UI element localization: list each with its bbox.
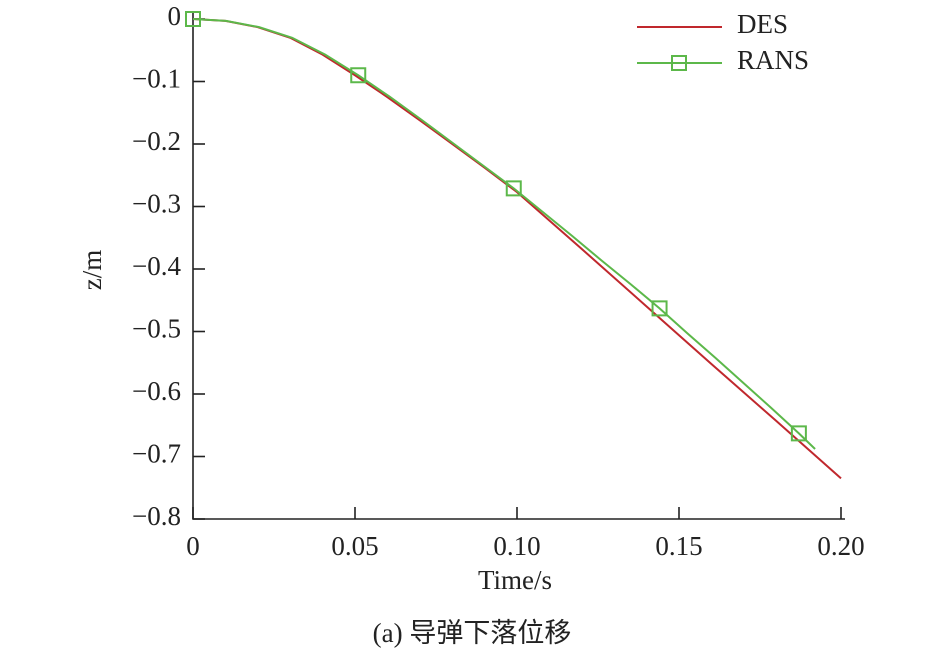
- data-marker: [350, 67, 367, 84]
- axis-spine: [192, 11, 845, 520]
- x-tick-label: 0.05: [331, 531, 378, 561]
- y-tick-label: −0.2: [132, 126, 181, 156]
- caption: (a) 导弹下落位移: [373, 618, 572, 648]
- data-marker: [651, 300, 668, 317]
- data-marker: [790, 425, 807, 442]
- y-tick-label: −0.6: [132, 376, 181, 406]
- data-line: [192, 18, 816, 450]
- y-tick-label: −0.3: [132, 189, 181, 219]
- y-tick-label: 0: [168, 1, 182, 31]
- x-tick-label: 0.15: [655, 531, 702, 561]
- y-axis-label: z/m: [77, 250, 107, 291]
- y-tick-label: −0.4: [132, 251, 181, 281]
- y-tick-label: −0.8: [132, 501, 181, 531]
- data-marker: [505, 180, 522, 197]
- y-tick-label: −0.5: [132, 314, 181, 344]
- legend-label: RANS: [737, 45, 809, 75]
- legend-marker: [671, 55, 687, 71]
- x-tick-label: 0.10: [493, 531, 540, 561]
- y-tick-label: −0.1: [132, 64, 181, 94]
- legend-label: DES: [737, 9, 788, 39]
- data-marker: [185, 11, 201, 27]
- x-tick-label: 0.20: [817, 531, 864, 561]
- data-line: [192, 18, 842, 480]
- y-tick-label: −0.7: [132, 439, 181, 469]
- x-axis-label: Time/s: [478, 565, 552, 595]
- x-tick-label: 0: [186, 531, 200, 561]
